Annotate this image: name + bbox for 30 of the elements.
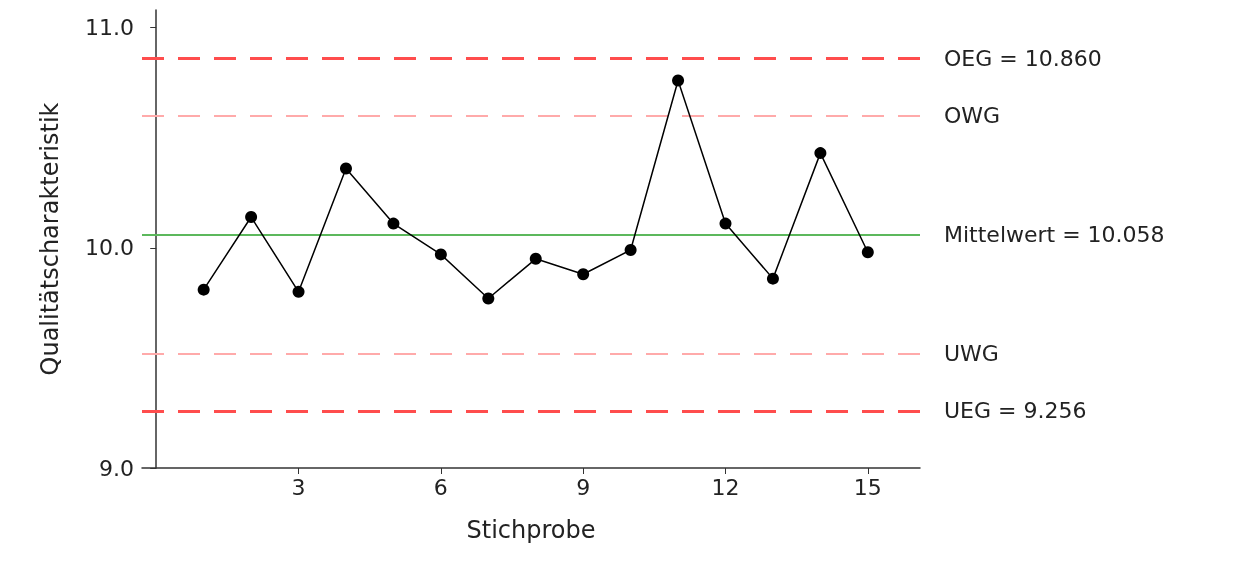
y-axis-title: Qualitätscharakteristik — [36, 102, 64, 376]
point — [766, 272, 779, 285]
x-axis-title: Stichprobe — [466, 516, 596, 544]
point — [292, 285, 305, 298]
ref-line-label: Mittelwert = 10.058 — [944, 222, 1165, 248]
point — [434, 248, 447, 261]
ref-line-label: UWG — [944, 341, 999, 366]
ref-line-label: UEG = 9.256 — [944, 398, 1087, 424]
point — [719, 217, 732, 230]
point — [624, 244, 637, 257]
x-tick-label: 6 — [433, 474, 448, 500]
ref-line-label: OWG — [944, 103, 1001, 129]
point — [482, 292, 495, 305]
y-tick-label: 9.0 — [99, 455, 134, 481]
point — [197, 283, 210, 296]
point — [672, 74, 685, 87]
y-tick-label: 10.0 — [85, 235, 134, 261]
x-tick-label: 3 — [291, 474, 306, 500]
point — [340, 162, 352, 175]
point — [861, 246, 874, 259]
ref-line-label: OEG = 10.860 — [944, 45, 1102, 71]
point — [245, 210, 258, 223]
y-tick-label: 11.0 — [85, 15, 134, 41]
point — [387, 217, 400, 230]
point — [529, 252, 542, 265]
point — [814, 147, 827, 160]
point — [577, 268, 590, 281]
x-tick-label: 12 — [711, 474, 740, 500]
x-tick-label: 9 — [576, 474, 591, 500]
x-tick-label: 15 — [853, 474, 882, 500]
